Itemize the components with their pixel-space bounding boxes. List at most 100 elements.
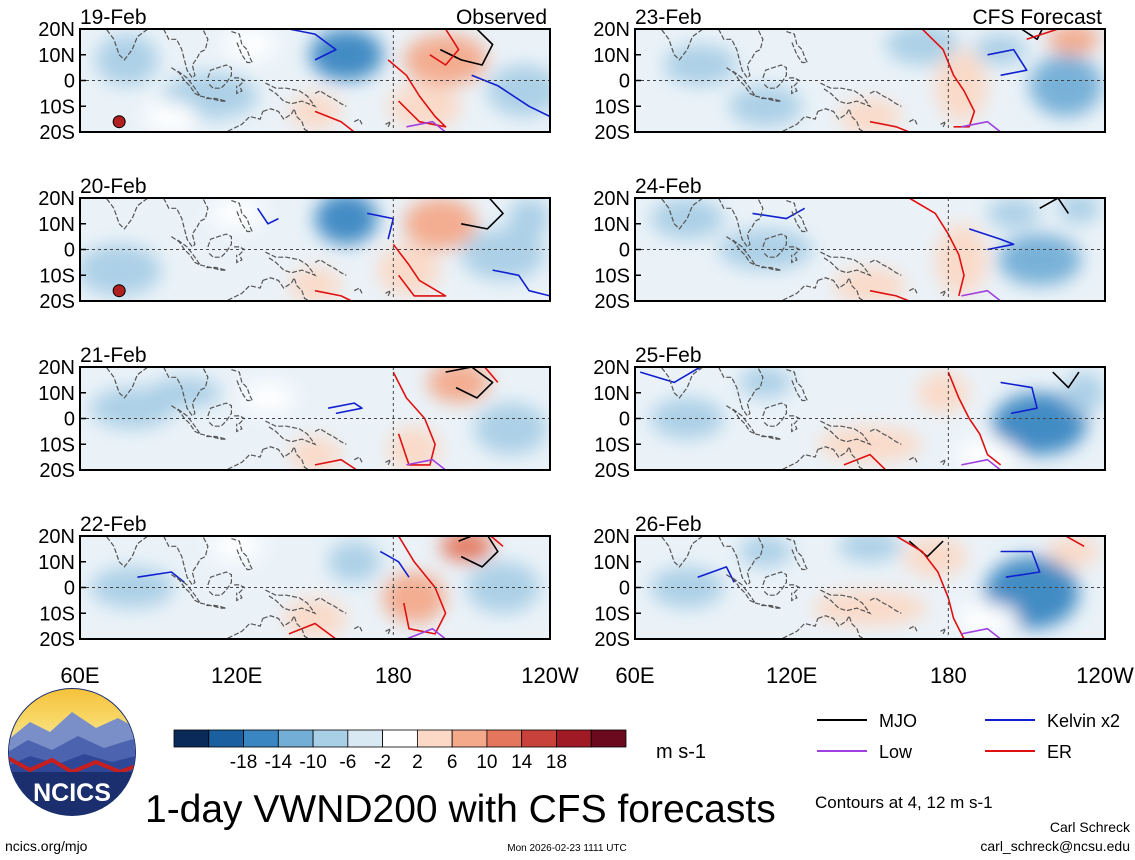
panel-date-label: 25-Feb <box>635 344 702 367</box>
coastline <box>786 369 809 402</box>
anomaly-blob <box>427 367 490 404</box>
coastline <box>207 64 232 89</box>
map-field <box>635 198 1105 301</box>
contour-line <box>379 550 410 578</box>
coastline <box>789 246 801 264</box>
coastline <box>265 82 317 108</box>
anomaly-blob <box>210 198 263 229</box>
anomaly-blob <box>466 561 540 614</box>
high-marker <box>112 115 126 129</box>
coastline <box>789 415 801 433</box>
contour-line <box>314 289 352 301</box>
coastline <box>163 367 209 417</box>
colorbar-swatch <box>347 729 384 748</box>
contour-line <box>445 367 494 399</box>
map-field <box>80 536 550 639</box>
contour-line <box>843 453 887 470</box>
coastline <box>869 597 902 614</box>
coastline <box>234 584 246 602</box>
contour-line <box>137 571 185 584</box>
anomaly-blob <box>1029 54 1103 117</box>
anomaly-shading <box>80 198 550 301</box>
contour-line <box>432 29 494 66</box>
coastline <box>817 107 866 132</box>
anomaly-blob <box>838 536 902 562</box>
anomaly-blob <box>508 198 550 240</box>
contour-line <box>908 198 965 297</box>
anomaly-shading <box>95 29 550 132</box>
coastline <box>199 95 227 102</box>
anomaly-blob <box>440 536 493 562</box>
x-tick-label: 120E <box>766 663 817 688</box>
y-tick-label: 0 <box>64 578 75 600</box>
anomaly-blob <box>833 267 907 301</box>
x-tick-label: 120W <box>1076 663 1134 688</box>
coastline <box>93 536 149 568</box>
contour-note: Contours at 4, 12 m s-1 <box>815 793 993 812</box>
colorbar-swatch <box>243 729 279 748</box>
colorbar-swatch <box>382 729 418 748</box>
y-tick-label: 20S <box>39 122 75 144</box>
legend-label: Kelvin x2 <box>1047 711 1120 731</box>
contour-line <box>288 622 337 639</box>
coastline <box>314 259 347 276</box>
logo-text: NCICS <box>33 779 111 807</box>
panel-date-label: 19-Feb <box>80 6 147 29</box>
contour-line <box>961 289 1002 301</box>
coastline <box>199 602 227 609</box>
y-tick-label: 20N <box>593 357 630 379</box>
coastline <box>221 618 264 639</box>
map-field <box>80 367 550 470</box>
coastline <box>199 433 227 440</box>
colorbar-swatch <box>590 729 627 748</box>
panel-date-label: 26-Feb <box>635 513 702 536</box>
colorbar-swatch <box>277 729 314 748</box>
coastline <box>231 31 254 64</box>
y-tick-label: 0 <box>619 578 630 600</box>
colorbar-label: 10 <box>476 752 497 773</box>
anomaly-blob <box>461 228 545 281</box>
anomaly-blob <box>90 566 174 609</box>
coastline <box>817 445 866 470</box>
anomaly-shading <box>650 536 1100 634</box>
y-tick-label: 20N <box>38 19 75 41</box>
anomaly-blob <box>917 372 970 414</box>
contour-line <box>869 289 910 301</box>
colorbar-swatch <box>556 729 592 748</box>
anomaly-blob <box>739 367 792 398</box>
contour-line <box>1026 29 1059 41</box>
y-tick-label: 20S <box>594 460 630 482</box>
y-tick-label: 10S <box>39 434 75 456</box>
panel: 20N 10N 0 10S 20S 23-Feb CFS Forecast <box>593 6 1106 144</box>
contour-line <box>961 627 1002 639</box>
y-tick-label: 10N <box>593 45 630 67</box>
coastline <box>776 280 819 301</box>
colorbar-label: -2 <box>374 752 391 773</box>
contour-line <box>1052 371 1080 389</box>
coastline <box>171 236 202 267</box>
coastline <box>262 445 311 470</box>
coastline <box>754 602 782 609</box>
coastline <box>718 367 764 417</box>
coastline <box>163 29 209 79</box>
coastline <box>163 536 209 586</box>
y-tick-label: 10S <box>39 265 75 287</box>
y-tick-label: 10N <box>38 383 75 405</box>
colorbar-swatch <box>521 729 557 748</box>
contour-line <box>961 458 1002 470</box>
coastline <box>940 289 948 297</box>
y-tick-label: 0 <box>619 71 630 93</box>
panel: 20N 10N 0 10S 20S 20-Feb <box>38 175 551 313</box>
coastline <box>726 405 757 436</box>
anomaly-blob <box>388 83 462 130</box>
colorbar-swatch <box>173 729 210 748</box>
coastline <box>262 614 311 639</box>
contour-line <box>987 48 1028 77</box>
coastline <box>207 571 232 596</box>
high-marker <box>112 284 126 298</box>
contour-line <box>387 59 447 128</box>
y-tick-label: 20N <box>593 188 630 210</box>
anomaly-blob <box>650 397 724 440</box>
contour-line <box>458 536 504 547</box>
coastline <box>820 420 872 446</box>
